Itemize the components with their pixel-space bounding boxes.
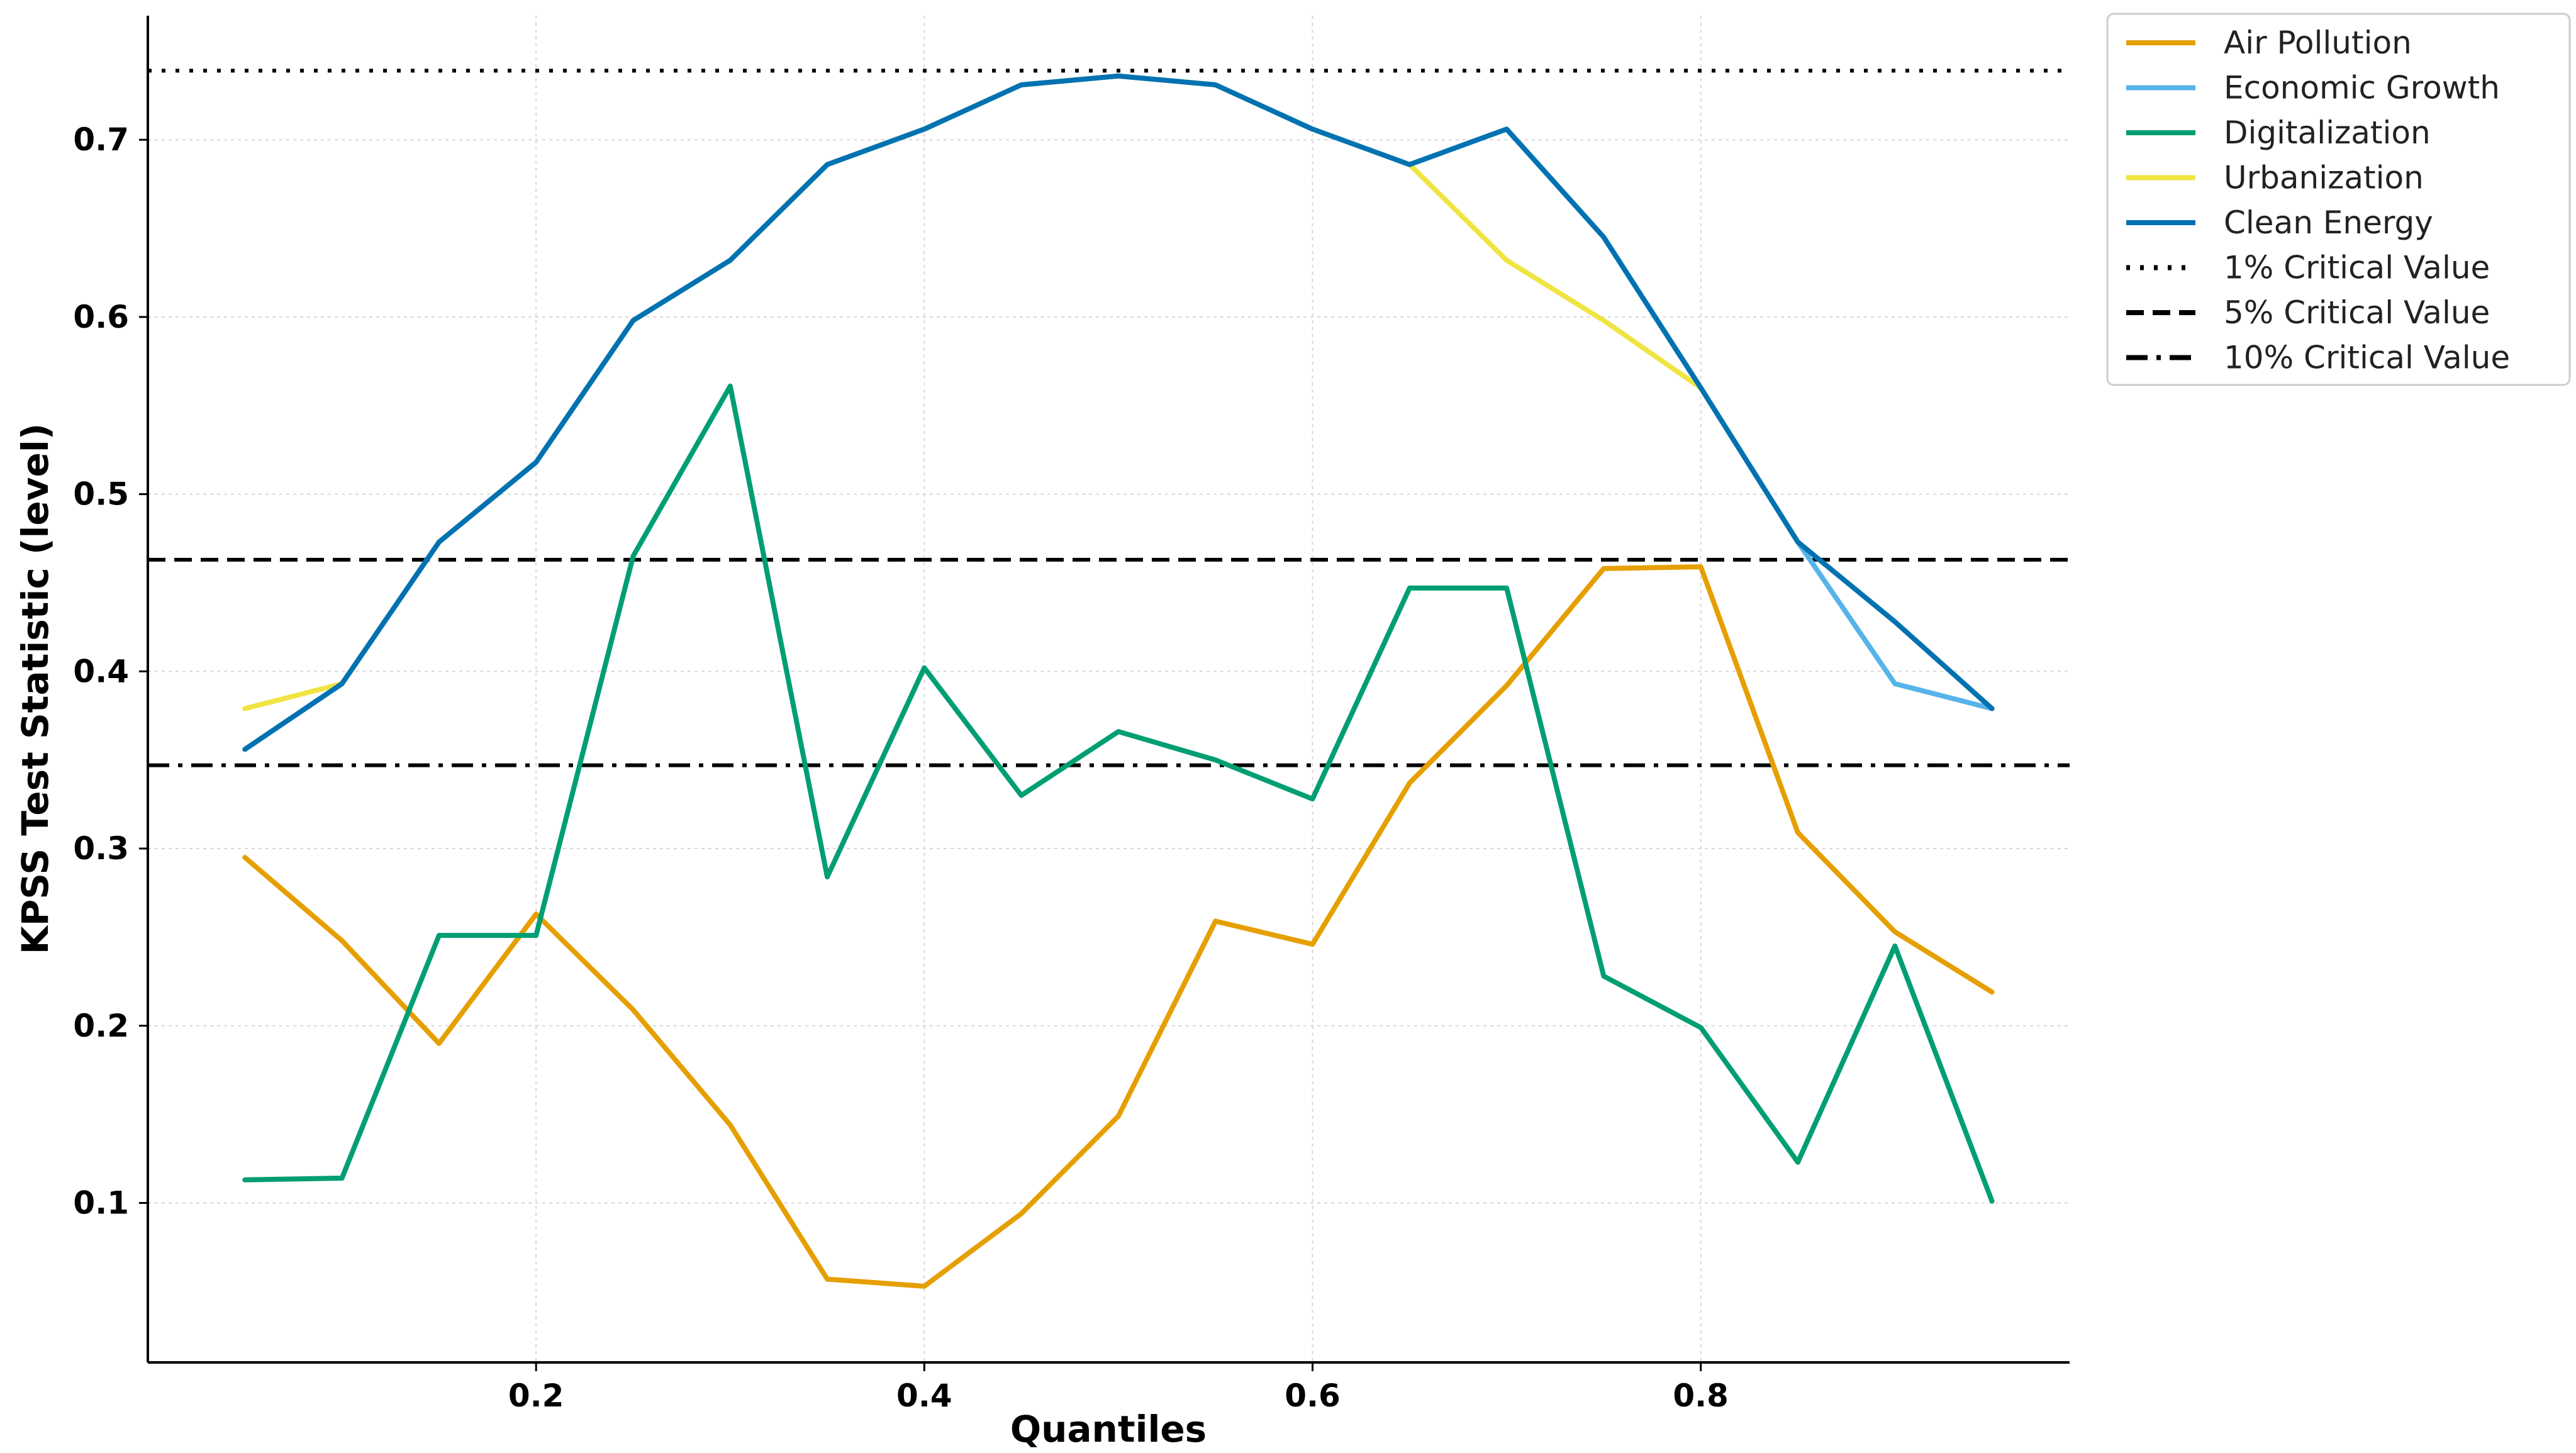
x-tick-label: 0.8	[1673, 1378, 1729, 1414]
x-tick-label: 0.6	[1285, 1378, 1341, 1414]
x-tick-label: 0.2	[508, 1378, 564, 1414]
series-line-air-pollution	[242, 564, 1995, 1289]
legend-label: Urbanization	[2224, 160, 2424, 196]
y-tick-label: 0.7	[73, 121, 129, 158]
series-line-clean-energy	[242, 73, 1995, 752]
legend-label: 1% Critical Value	[2224, 250, 2490, 286]
axes	[147, 16, 2070, 1364]
x-tick-label: 0.4	[896, 1378, 952, 1414]
y-tick-label: 0.2	[73, 1008, 129, 1044]
y-tick-label: 0.4	[73, 653, 129, 689]
series-line-digitalization	[242, 383, 1995, 1204]
grid	[148, 16, 2070, 1362]
x-axis-label: Quantiles	[1010, 1408, 1207, 1450]
legend-label: 10% Critical Value	[2224, 340, 2510, 376]
legend-label: Economic Growth	[2224, 70, 2500, 106]
legend-frame	[2106, 13, 2571, 386]
legend: Air Pollution Economic Growth Digitalizati…	[2106, 13, 2571, 386]
y-tick-label: 0.6	[73, 299, 129, 335]
legend-label: Clean Energy	[2224, 204, 2433, 241]
critical-value-lines	[148, 69, 2070, 767]
legend-label: Digitalization	[2224, 114, 2431, 151]
y-tick-label: 0.1	[73, 1184, 129, 1221]
y-axis-label: KPSS Test Statistic (level)	[14, 423, 57, 954]
ticks: 0.2 0.4 0.6 0.8 0.1 0.2 0.3 0.4 0.5 0.6 0.7	[73, 121, 1729, 1414]
data-series	[242, 73, 1995, 1289]
y-tick-label: 0.3	[73, 830, 129, 867]
y-tick-label: 0.5	[73, 476, 129, 513]
series-line-urbanization	[242, 73, 1995, 711]
legend-label: 5% Critical Value	[2224, 294, 2490, 331]
legend-label: Air Pollution	[2224, 25, 2412, 61]
